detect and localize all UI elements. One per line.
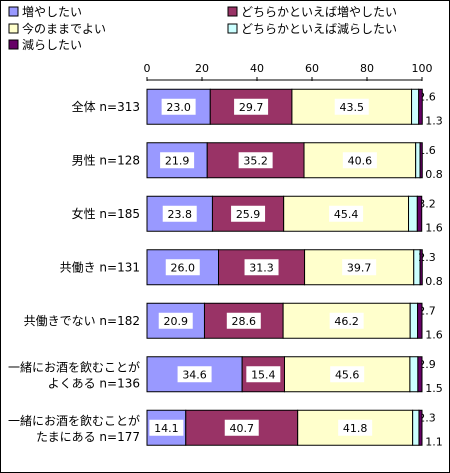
data-label-bg-r4-s2	[244, 259, 279, 276]
x-tick-label-2: 40	[250, 62, 264, 75]
category-label-3: 女性 n=185	[72, 206, 140, 221]
bar-r5-s4	[409, 302, 419, 339]
legend-label-5: 減らしたい	[22, 37, 82, 52]
data-label-r7-s4: 2.3	[418, 411, 436, 424]
data-label-bg-r5-s1	[158, 312, 193, 329]
legend-swatch-5	[8, 39, 19, 50]
data-label-r2-s1: 21.9	[165, 154, 190, 167]
data-label-bg-r4-s1	[165, 259, 200, 276]
data-label-r4-s3: 39.7	[347, 261, 372, 274]
bar-r3-s3	[283, 195, 410, 232]
data-label-r7-s2: 40.7	[229, 422, 254, 435]
data-label-r1-s1: 23.0	[166, 101, 191, 114]
data-label-r4-s2: 31.3	[249, 261, 274, 274]
bar-r2-s5	[419, 142, 423, 179]
data-label-bg-r3-s2	[231, 205, 266, 222]
data-label-bg-r7-s1	[149, 419, 184, 436]
category-label-6-line1: 一緒にお酒を飲むことが	[8, 359, 140, 374]
category-label-1: 全体 n=313	[72, 99, 140, 114]
data-label-bg-r6-s3	[330, 366, 365, 383]
data-label-r5-s3: 46.2	[334, 315, 359, 328]
x-tick-label-5: 100	[412, 62, 433, 75]
bar-r2-s1	[146, 142, 208, 179]
data-label-bg-r1-s3	[334, 98, 369, 115]
data-label-bg-r2-s3	[342, 152, 377, 169]
data-label-r1-s5: 1.3	[425, 114, 443, 127]
data-label-r5-s1: 20.9	[163, 315, 188, 328]
x-tick-label-3: 60	[305, 62, 319, 75]
data-label-bg-r1-s1	[161, 98, 196, 115]
data-label-r3-s2: 25.9	[236, 208, 261, 221]
data-label-r7-s3: 41.8	[343, 422, 368, 435]
data-label-r1-s2: 29.7	[239, 101, 264, 114]
data-label-bg-r3-s1	[162, 205, 197, 222]
data-label-r7-s5: 1.1	[425, 435, 443, 448]
legend-label-4: どちらかといえば減らしたい	[241, 21, 397, 36]
data-label-bg-r2-s1	[160, 152, 195, 169]
category-label-4: 共働き n=131	[60, 260, 140, 274]
data-label-bg-r2-s2	[238, 152, 273, 169]
x-tick-label-4: 80	[360, 62, 374, 75]
data-label-r5-s4: 2.7	[418, 304, 436, 317]
category-label-2: 男性 n=128	[72, 153, 140, 167]
x-tick-label-0: 0	[144, 62, 151, 75]
data-label-r3-s4: 3.2	[418, 197, 436, 210]
data-label-r5-s5: 1.6	[425, 328, 443, 341]
x-tick-label-1: 20	[195, 62, 209, 75]
data-label-bg-r7-s3	[338, 419, 373, 436]
bar-r1-s5	[418, 88, 423, 125]
category-label-7-line2: たまにある n=177	[36, 430, 140, 444]
data-label-r4-s1: 26.0	[171, 261, 196, 274]
data-label-bg-r1-s2	[234, 98, 269, 115]
data-label-bg-r6-s1	[177, 366, 212, 383]
data-label-r3-s5: 1.6	[425, 221, 443, 234]
category-label-5: 共働きでない n=182	[24, 314, 140, 328]
bar-r6-s4	[409, 356, 419, 393]
legend-label-3: 今のままでよい	[22, 21, 106, 36]
data-label-r6-s2: 15.4	[251, 368, 276, 381]
bar-r7-s5	[418, 409, 423, 446]
legend-swatch-2	[227, 6, 238, 17]
legend-swatch-4	[227, 23, 238, 34]
category-label-7-line1: 一緒にお酒を飲むことが	[8, 413, 140, 428]
bar-r3-s5	[416, 195, 423, 232]
data-label-r4-s5: 0.8	[425, 275, 443, 288]
data-label-bg-r3-s3	[329, 205, 364, 222]
legend-label-1: 増やしたい	[22, 5, 82, 19]
data-label-r5-s2: 28.6	[232, 315, 257, 328]
data-label-r1-s3: 43.5	[339, 101, 364, 114]
category-label-6-line2: よくある n=136	[48, 376, 140, 390]
data-label-bg-r5-s2	[226, 312, 261, 329]
legend-swatch-1	[8, 6, 19, 17]
data-label-r2-s2: 35.2	[243, 154, 268, 167]
data-label-r7-s1: 14.1	[154, 422, 179, 435]
data-label-r2-s5: 0.8	[425, 168, 443, 181]
legend-swatch-3	[8, 23, 19, 34]
data-label-r3-s3: 45.4	[334, 208, 359, 221]
bar-r4-s5	[419, 249, 423, 286]
legend-label-2: どちらかといえば増やしたい	[241, 5, 397, 19]
data-label-r6-s5: 1.5	[425, 382, 443, 395]
data-label-r6-s3: 45.6	[335, 368, 360, 381]
data-label-bg-r7-s2	[224, 419, 259, 436]
data-label-r6-s1: 34.6	[182, 368, 207, 381]
data-label-r3-s1: 23.8	[167, 208, 192, 221]
data-label-bg-r6-s2	[246, 366, 281, 383]
data-label-bg-r4-s3	[342, 259, 377, 276]
data-label-r2-s3: 40.6	[348, 154, 373, 167]
bar-r6-s5	[417, 356, 423, 393]
data-label-r6-s4: 2.9	[418, 358, 436, 371]
data-label-bg-r5-s3	[329, 312, 364, 329]
bar-r5-s5	[417, 302, 423, 339]
bar-r3-s4	[408, 195, 418, 232]
